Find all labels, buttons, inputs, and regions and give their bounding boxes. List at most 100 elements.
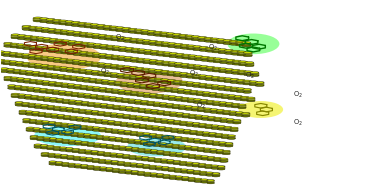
Ellipse shape [66, 33, 75, 34]
Ellipse shape [135, 68, 144, 69]
Ellipse shape [180, 47, 189, 48]
Ellipse shape [14, 85, 22, 87]
Polygon shape [16, 79, 25, 81]
Ellipse shape [191, 38, 200, 39]
Ellipse shape [74, 164, 82, 165]
Ellipse shape [114, 83, 122, 84]
Ellipse shape [3, 55, 11, 56]
Ellipse shape [182, 155, 190, 156]
Ellipse shape [60, 69, 68, 70]
Ellipse shape [185, 38, 194, 39]
Ellipse shape [189, 133, 198, 135]
Ellipse shape [159, 103, 167, 104]
Ellipse shape [194, 58, 203, 59]
Ellipse shape [168, 64, 177, 65]
Ellipse shape [62, 100, 70, 101]
Ellipse shape [43, 41, 51, 42]
Ellipse shape [174, 168, 182, 170]
Ellipse shape [98, 161, 106, 162]
Ellipse shape [236, 81, 245, 82]
Ellipse shape [15, 105, 23, 106]
Ellipse shape [238, 105, 246, 106]
Ellipse shape [87, 44, 96, 45]
Ellipse shape [192, 163, 200, 164]
Ellipse shape [93, 167, 101, 168]
Ellipse shape [101, 122, 109, 123]
Ellipse shape [99, 90, 107, 91]
Ellipse shape [156, 53, 165, 54]
Ellipse shape [166, 105, 174, 106]
Ellipse shape [85, 153, 92, 154]
Ellipse shape [217, 127, 226, 128]
Ellipse shape [161, 73, 169, 74]
Ellipse shape [224, 89, 232, 90]
Ellipse shape [129, 157, 137, 158]
Ellipse shape [29, 47, 38, 48]
Ellipse shape [225, 143, 233, 144]
Polygon shape [33, 88, 41, 91]
Ellipse shape [166, 36, 175, 37]
Ellipse shape [25, 73, 34, 74]
Polygon shape [60, 124, 69, 127]
Ellipse shape [197, 149, 205, 150]
Ellipse shape [162, 62, 170, 63]
Ellipse shape [244, 74, 253, 76]
Ellipse shape [103, 28, 112, 29]
Polygon shape [220, 159, 228, 162]
Polygon shape [125, 148, 133, 150]
Ellipse shape [0, 53, 5, 54]
Ellipse shape [97, 27, 106, 28]
Ellipse shape [118, 172, 126, 173]
Ellipse shape [116, 27, 125, 29]
Ellipse shape [161, 72, 169, 73]
Ellipse shape [68, 141, 76, 142]
Ellipse shape [102, 139, 110, 140]
Ellipse shape [230, 88, 239, 89]
Polygon shape [189, 131, 198, 134]
Ellipse shape [185, 109, 193, 110]
Ellipse shape [93, 169, 101, 170]
Ellipse shape [230, 89, 239, 90]
Ellipse shape [133, 126, 141, 127]
Polygon shape [48, 82, 57, 85]
Ellipse shape [211, 165, 219, 167]
Ellipse shape [66, 60, 75, 61]
Ellipse shape [232, 122, 241, 123]
Ellipse shape [193, 170, 201, 172]
Ellipse shape [125, 48, 134, 49]
Ellipse shape [169, 115, 178, 116]
Ellipse shape [236, 89, 245, 90]
Polygon shape [142, 69, 150, 72]
Ellipse shape [148, 118, 156, 119]
Ellipse shape [53, 59, 62, 60]
Polygon shape [60, 31, 69, 34]
Ellipse shape [9, 62, 18, 63]
Ellipse shape [161, 72, 169, 73]
Ellipse shape [46, 21, 55, 22]
Polygon shape [126, 84, 135, 87]
Polygon shape [206, 48, 214, 51]
Ellipse shape [199, 50, 208, 51]
Ellipse shape [139, 86, 148, 87]
Ellipse shape [70, 134, 79, 135]
Ellipse shape [207, 116, 216, 118]
Ellipse shape [137, 135, 144, 136]
Ellipse shape [47, 147, 54, 148]
Polygon shape [147, 102, 155, 105]
Ellipse shape [40, 19, 48, 20]
Ellipse shape [39, 91, 48, 92]
Ellipse shape [148, 41, 157, 42]
Ellipse shape [55, 162, 63, 163]
Ellipse shape [23, 121, 31, 122]
Ellipse shape [230, 129, 238, 130]
Ellipse shape [75, 143, 82, 144]
Ellipse shape [100, 146, 107, 147]
Ellipse shape [160, 35, 169, 37]
Ellipse shape [236, 80, 245, 81]
Ellipse shape [187, 99, 195, 100]
Ellipse shape [131, 172, 139, 173]
Ellipse shape [35, 27, 44, 29]
Ellipse shape [78, 24, 87, 25]
Ellipse shape [123, 39, 132, 40]
Ellipse shape [119, 50, 128, 51]
